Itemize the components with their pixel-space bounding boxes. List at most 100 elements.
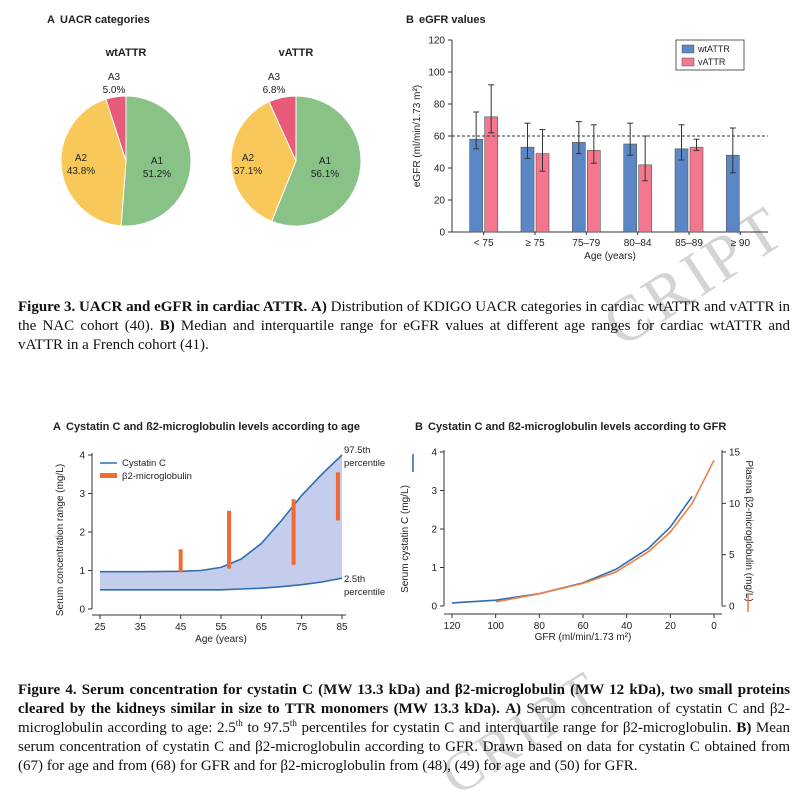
y-axis-label-left: Serum cystatin C (mg/L) <box>400 485 411 593</box>
figure-3-caption-a-text: Distribution of KDIGO UACR categories in… <box>18 299 790 334</box>
y-axis-label-right: Plasma β2-microglobulin (mg/L) <box>743 460 754 601</box>
fig4-panel-b-title: Cystatin C and ß2-microglobulin levels a… <box>428 421 726 433</box>
x-tick-label: < 75 <box>474 238 494 249</box>
age-range-chart: 0 1 2 3 4 25 35 45 55 65 75 85 Age (years) Serum conc… <box>55 445 385 645</box>
pie-value-a3: 5.0% <box>103 85 126 96</box>
fig3-panel-b-letter: B <box>406 14 414 26</box>
pie-slice-a1 <box>120 95 192 227</box>
figure-4-caption-bold: Figure 4. Serum concentration for cystat… <box>18 682 790 717</box>
pie-title: wtATTR <box>105 47 147 59</box>
legend-label-wtattr: wtATTR <box>697 44 730 54</box>
pie-label-a3: A3 <box>268 72 281 83</box>
pie-value-a2: 43.8% <box>67 166 95 177</box>
x-tick-label: 0 <box>711 621 717 632</box>
x-tick-label: 40 <box>621 621 633 632</box>
y-tick-label: 3 <box>79 489 85 500</box>
y-tick-label: 20 <box>434 196 446 207</box>
annotation-upper-1: 97.5th <box>344 445 370 456</box>
legend-swatch-vattr <box>681 57 695 67</box>
y-tick-label-right: 10 <box>729 499 741 510</box>
x-axis-label: Age (years) <box>195 634 247 645</box>
y-tick-label-left: 1 <box>431 563 437 574</box>
figure-4-caption-b-label: B) <box>736 720 752 736</box>
pie-slice-a1 <box>271 95 362 227</box>
pie-value-a2: 37.1% <box>234 166 262 177</box>
bar-wtattr <box>623 143 637 233</box>
y-tick-label: 100 <box>428 68 445 79</box>
figure-4-caption-a-text-3: percentiles for cystatin C and interquar… <box>296 720 732 736</box>
pie-slice-a2 <box>230 101 297 222</box>
x-tick-label: 100 <box>487 621 504 632</box>
bar-vattr <box>484 116 498 233</box>
x-tick-label: 45 <box>175 622 187 633</box>
y-tick-label-right: 5 <box>729 550 735 561</box>
y-tick-label: 60 <box>434 132 446 143</box>
x-tick-label: 75 <box>296 622 308 633</box>
bar-wtattr <box>469 138 483 233</box>
annotation-lower-1: 2.5th <box>344 574 365 585</box>
figure-4-caption-a-text-1: Serum concentration of cystatin C and β2… <box>18 701 791 736</box>
figure-4-caption: Figure 4. Serum concentration for cystat… <box>18 681 790 776</box>
pie-value-a3: 6.8% <box>263 85 286 96</box>
pie-chart-vattr: vATTR A1 56.1% A2 37.1% A3 6.8% <box>230 47 362 227</box>
y-tick-label-right: 0 <box>729 602 735 613</box>
pie-label-a1: A1 <box>319 156 332 167</box>
x-tick-label: 120 <box>444 621 461 632</box>
figure-3-caption-b-label: B) <box>159 318 175 334</box>
fig4-panel-a-title: Cystatin C and ß2-microglobulin levels a… <box>66 421 360 433</box>
legend-swatch-wtattr <box>681 44 695 54</box>
annotation-lower-2: percentile <box>344 587 385 598</box>
pie-slice-a3 <box>105 95 127 162</box>
figure-4-caption-b-text: Mean serum concentration of cystatin C a… <box>18 720 791 774</box>
cystatin-lower-line <box>100 577 343 591</box>
figure-4-caption-a-sup-1: th <box>235 718 243 728</box>
pie-label-a2: A2 <box>242 153 255 164</box>
annotation-upper-2: percentile <box>344 458 385 469</box>
x-tick-label: 85 <box>336 622 348 633</box>
fig3-panel-a-title: UACR categories <box>60 14 150 26</box>
figure-3-caption-a-label: A) <box>311 299 327 315</box>
series-b2m <box>495 459 715 603</box>
y-tick-label: 0 <box>439 228 445 239</box>
figure-3-caption: Figure 3. UACR and eGFR in cardiac ATTR.… <box>18 298 790 355</box>
fig4-panel-a-letter: A <box>53 421 61 433</box>
pie-value-a1: 51.2% <box>143 169 171 180</box>
y-tick-label: 80 <box>434 100 446 111</box>
figure-4-caption-a-text-2: to 97.5 <box>242 720 290 736</box>
x-tick-label: 85–89 <box>675 238 703 249</box>
y-tick-label-right: 15 <box>729 448 741 459</box>
x-axis-label: GFR (ml/min/1.73 m²) <box>535 632 632 643</box>
y-tick-label: 1 <box>79 566 85 577</box>
y-tick-label: 4 <box>79 451 85 462</box>
y-tick-label-left: 3 <box>431 486 437 497</box>
figure-4-caption-a-label: A) <box>505 701 522 717</box>
fig4-panel-b-letter: B <box>415 421 423 433</box>
y-tick-label: 40 <box>434 164 446 175</box>
pie-chart-wtattr: wtATTR A1 51.2% A2 43.8% A3 5.0% <box>60 47 192 227</box>
y-axis-label: Serum concentration range (mg/L) <box>55 464 66 616</box>
x-tick-label: 20 <box>665 621 677 632</box>
y-axis-label: eGFR (ml/min/1.73 m²) <box>412 85 423 187</box>
fig3-panel-b-title: eGFR values <box>419 14 486 26</box>
figure-3-caption-lead: Figure 3. UACR and eGFR in cardiac ATTR. <box>18 299 308 315</box>
legend-label-b2m: β2-microglobulin <box>122 471 192 482</box>
pie-slice-a3 <box>268 95 297 162</box>
x-tick-label: 60 <box>577 621 589 632</box>
bar-wtattr <box>674 148 689 233</box>
bar-wtattr <box>520 146 535 233</box>
x-tick-label: ≥ 75 <box>525 238 545 249</box>
legend-label-cystatin: Cystatin C <box>122 458 166 469</box>
cystatin-upper-line <box>100 454 343 573</box>
legend-label-vattr: vATTR <box>698 57 726 67</box>
pie-label-a1: A1 <box>151 156 164 167</box>
x-tick-label: 25 <box>94 622 106 633</box>
pie-value-a1: 56.1% <box>311 169 339 180</box>
pie-label-a3: A3 <box>108 72 121 83</box>
x-axis-label: Age (years) <box>584 251 636 262</box>
x-tick-label: ≥ 90 <box>731 238 751 249</box>
x-tick-label: 80 <box>534 621 546 632</box>
y-tick-label-left: 0 <box>431 602 437 613</box>
egfr-bar-chart: 0 20 40 60 80 100 120 eGFR (ml/min/1.73 m²) < 75… <box>412 36 768 262</box>
y-tick-label: 2 <box>79 528 85 539</box>
